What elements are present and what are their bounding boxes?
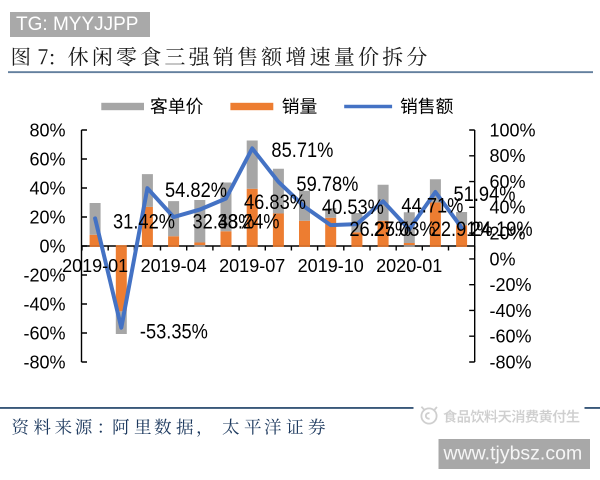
svg-text:0%: 0% <box>39 236 65 256</box>
svg-text:-53.35%: -53.35% <box>140 320 208 344</box>
svg-text:38.24%: 38.24% <box>218 210 280 234</box>
svg-text:59.78%: 59.78% <box>296 173 358 197</box>
svg-text:44.71%: 44.71% <box>401 194 463 218</box>
svg-text:20%: 20% <box>29 207 65 227</box>
svg-text:-20%: -20% <box>490 275 532 295</box>
svg-text:2019-01: 2019-01 <box>62 256 128 276</box>
svg-text:31.42%: 31.42% <box>113 210 175 234</box>
svg-text:-80%: -80% <box>23 352 65 372</box>
svg-text:-60%: -60% <box>490 327 532 347</box>
svg-text:100%: 100% <box>490 120 536 140</box>
svg-text:-80%: -80% <box>490 352 532 372</box>
svg-text:54.82%: 54.82% <box>165 179 227 203</box>
svg-text:85.71%: 85.71% <box>271 139 333 163</box>
svg-text:46.83%: 46.83% <box>244 191 306 215</box>
svg-text:24.19%: 24.19% <box>471 218 533 242</box>
svg-text:40%: 40% <box>490 198 526 218</box>
svg-text:2019-04: 2019-04 <box>141 256 207 276</box>
svg-text:60%: 60% <box>490 172 526 192</box>
svg-text:80%: 80% <box>29 120 65 140</box>
svg-text:27.03%: 27.03% <box>374 218 436 242</box>
svg-text:32.43%: 32.43% <box>193 210 255 234</box>
svg-text:51.94%: 51.94% <box>454 183 516 207</box>
svg-text:2020-01: 2020-01 <box>376 256 442 276</box>
svg-text:0%: 0% <box>490 249 516 269</box>
svg-text:60%: 60% <box>29 149 65 169</box>
svg-text:22.91%: 22.91% <box>431 218 493 242</box>
svg-text:26.25%: 26.25% <box>349 218 411 242</box>
svg-text:2019-10: 2019-10 <box>298 256 364 276</box>
svg-text:-60%: -60% <box>23 323 65 343</box>
svg-text:2019-07: 2019-07 <box>219 256 285 276</box>
svg-text:80%: 80% <box>490 146 526 166</box>
svg-text:40%: 40% <box>29 178 65 198</box>
svg-text:www.tjybsz.com: www.tjybsz.com <box>443 443 583 465</box>
svg-text:-40%: -40% <box>23 294 65 314</box>
svg-text:-40%: -40% <box>490 301 532 321</box>
svg-text:-20%: -20% <box>23 265 65 285</box>
svg-text:40.53%: 40.53% <box>322 196 384 220</box>
svg-text:20%: 20% <box>490 224 526 244</box>
